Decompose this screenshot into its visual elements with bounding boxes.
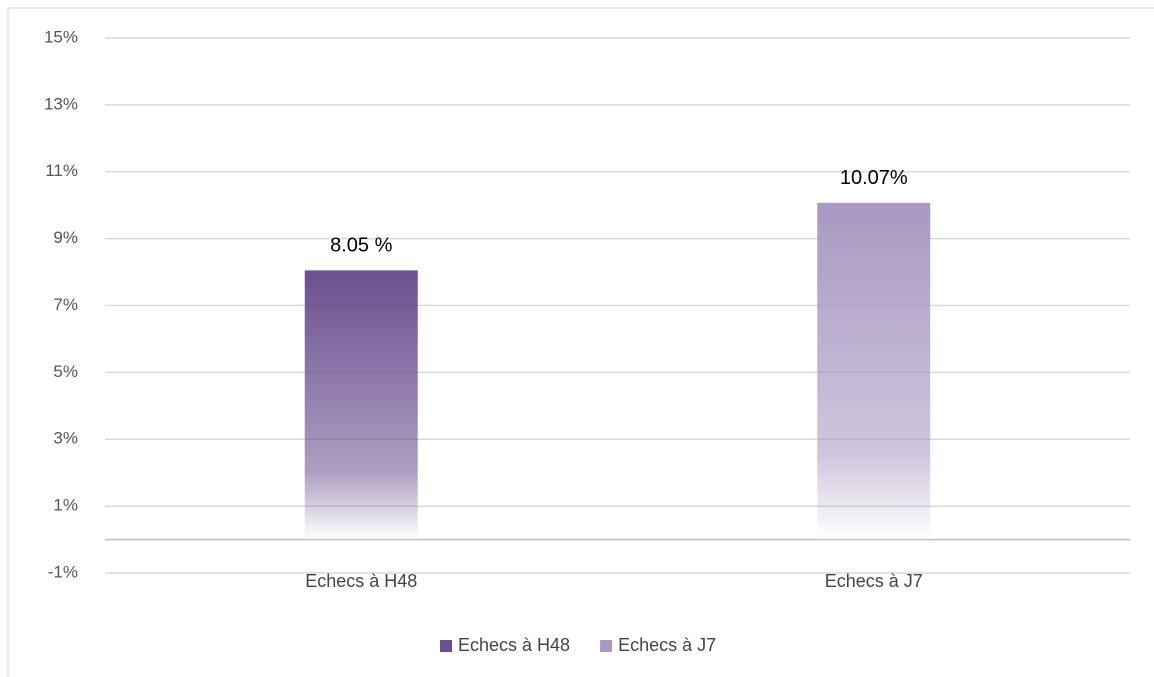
- legend-swatch: [440, 640, 452, 652]
- value-label: 10.07%: [840, 167, 908, 189]
- legend-label: Echecs à J7: [618, 635, 716, 655]
- y-tick-label: 3%: [53, 429, 78, 448]
- y-tick-label: 1%: [53, 496, 78, 515]
- chart-frame: [7, 7, 1154, 677]
- y-tick-label: 7%: [53, 295, 78, 314]
- legend-label: Echecs à H48: [458, 635, 570, 655]
- bar: [817, 202, 931, 540]
- y-tick-label: 11%: [45, 161, 78, 180]
- x-tick-label: Echecs à H48: [305, 571, 417, 591]
- y-tick-label: 9%: [53, 228, 78, 247]
- value-label: 8.05 %: [330, 235, 392, 257]
- y-tick-label: -1%: [48, 562, 78, 581]
- y-tick-label: 13%: [44, 94, 78, 113]
- y-tick-label: 5%: [53, 362, 78, 381]
- y-tick-label: 15%: [44, 27, 78, 46]
- x-tick-label: Echecs à J7: [825, 571, 923, 591]
- bar: [304, 270, 418, 540]
- legend-swatch: [600, 640, 613, 652]
